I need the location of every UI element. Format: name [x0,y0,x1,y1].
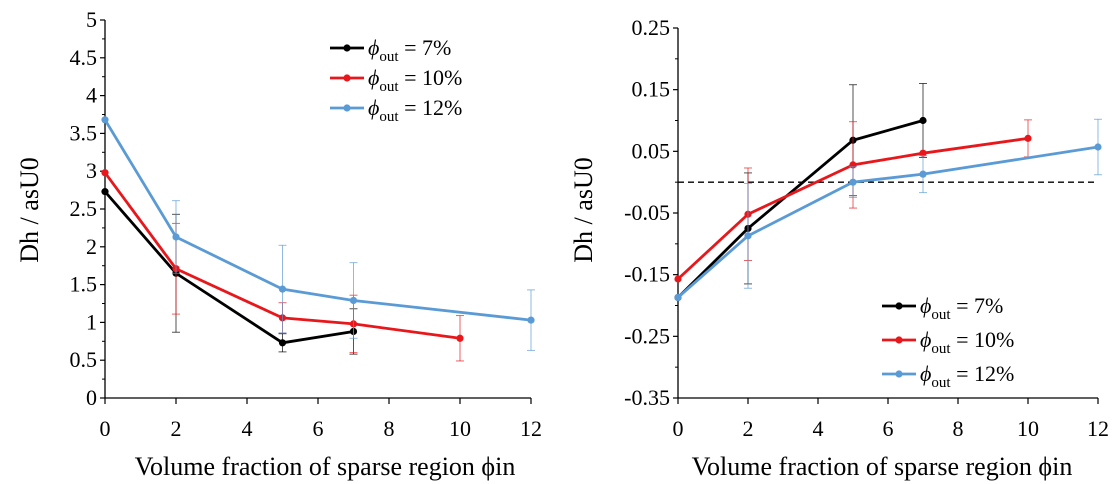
legend-swatch-marker [895,302,903,310]
legend-symbol: ϕ [368,65,379,90]
chart-panel-2: -0.35 -0.25 -0.15 -0.05 0.05 0.15 0.25 0 2 4 6 8 10 1… [569,15,1109,481]
legend-swatch-marker [895,336,903,344]
x-axis-title: Volume fraction of sparse region ϕin [692,452,1073,481]
legend-subscript: out [379,79,399,95]
x-axis-title: Volume fraction of sparse region ϕin [135,452,516,481]
y-tick-label: 3.5 [70,120,98,145]
x-tick-label: 4 [813,416,824,441]
data-point [674,293,682,302]
legend-subscript: out [931,375,951,391]
legend-swatch-marker [343,74,351,82]
legend-label: ϕout = 10% [920,327,1014,357]
data-point [919,149,927,157]
data-point [101,188,109,196]
series-3 [101,116,535,351]
legend-symbol: ϕ [920,293,931,318]
y-tick-label: 2.5 [70,196,98,221]
y-tick-label: 1 [86,309,97,334]
series-3 [674,118,1102,302]
legend-subscript: out [931,307,951,323]
legend-label: ϕout = 7% [368,35,451,65]
x-tick-label: 12 [1087,416,1109,441]
legend-symbol: ϕ [368,95,379,120]
data-point [744,232,752,240]
data-point [456,334,464,342]
legend-value: = 12% [951,361,1015,386]
y-tick-label: 0.15 [632,77,671,102]
y-tick-label: 4.5 [70,45,98,70]
legend-subscript: out [379,49,399,65]
x-tick-label: 0 [100,416,111,441]
legend-label: ϕout = 7% [920,293,1003,323]
y-tick-label: 0 [86,385,97,410]
x-tick-label: 2 [171,416,182,441]
y-tick-label: 4 [86,83,97,108]
legend: ϕout = 7%ϕout = 10%ϕout = 12% [882,293,1014,391]
legend-swatch-marker [895,370,903,378]
legend: ϕout = 7%ϕout = 10%ϕout = 12% [330,35,462,125]
data-point [278,285,287,293]
y-tick-label: 0.05 [632,138,671,163]
y-tick-label: -0.05 [624,200,670,225]
data-point [101,169,109,177]
x-tick-label: 10 [1017,416,1039,441]
data-point [172,233,180,241]
data-point [349,296,358,305]
legend-value: = 10% [951,327,1015,352]
legend-symbol: ϕ [368,35,379,60]
data-point [849,178,857,186]
series-2 [674,119,1032,283]
series-line [677,119,924,299]
legend-value: = 7% [399,35,452,60]
legend-swatch-marker [343,44,351,52]
y-axis-title: Dh / asU0 [569,157,598,262]
y-tick-label: 5 [86,7,97,32]
data-point [674,275,682,283]
data-point [919,170,927,178]
y-tick-label: 2 [86,234,97,259]
legend-label: ϕout = 12% [368,95,462,125]
data-point [278,339,287,347]
data-point [919,116,927,125]
x-tick-label: 2 [743,416,754,441]
legend-subscript: out [931,341,951,357]
y-tick-label: 0.5 [70,347,98,372]
y-tick-label: -0.15 [624,262,670,287]
legend-value: = 12% [399,95,463,120]
x-tick-label: 10 [449,416,471,441]
legend-symbol: ϕ [920,361,931,386]
legend-label: ϕout = 12% [920,361,1014,391]
series-line [103,190,354,345]
series-line [103,119,532,322]
legend-value: = 10% [399,65,463,90]
legend-symbol: ϕ [920,327,931,352]
data-point [1024,134,1032,142]
legend-subscript: out [379,109,399,125]
y-tick-label: 1.5 [70,272,98,297]
x-tick-label: 8 [953,416,964,441]
y-tick-label: 0.25 [632,15,671,40]
data-point [1094,143,1102,151]
legend-value: = 7% [951,293,1004,318]
x-tick-label: 0 [673,416,684,441]
x-tick-label: 6 [313,416,324,441]
y-tick-label: 3 [86,158,97,183]
data-point [527,316,535,324]
x-tick-label: 6 [883,416,894,441]
y-axis-title: Dh / asU0 [15,157,44,262]
data-point [101,116,109,124]
x-tick-label: 12 [520,416,542,441]
x-tick-label: 4 [242,416,253,441]
y-tick-label: -0.25 [624,323,670,348]
legend-label: ϕout = 10% [368,65,462,95]
y-tick-label: -0.35 [624,385,670,410]
series-1 [101,188,358,355]
x-tick-label: 8 [384,416,395,441]
legend-swatch-marker [343,104,351,112]
